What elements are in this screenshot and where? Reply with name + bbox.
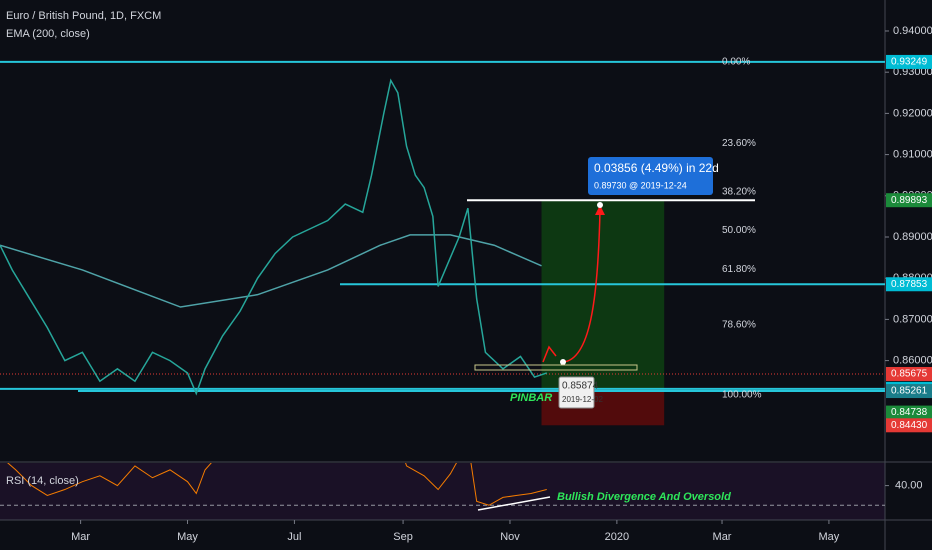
price-badge-label: 0.85261 [891, 386, 928, 397]
anchor [560, 359, 566, 365]
x-tick-label: Sep [393, 531, 413, 543]
x-tick-label: May [177, 531, 198, 543]
rsi-title: RSI (14, close) [6, 475, 79, 487]
projection-arrow [562, 209, 601, 363]
series-line [7, 463, 547, 506]
anchor [597, 202, 603, 208]
indicator-label: EMA (200, close) [6, 28, 90, 40]
y-tick-label: 0.91000 [893, 148, 932, 160]
target-callout-box [588, 157, 713, 195]
x-tick-label: 2020 [605, 531, 629, 543]
entry-callout-box [558, 376, 595, 409]
main-pane: 0.00% 23.60% 38.20% 50.00% 61.80% 78.60% 100.0… [0, 57, 885, 426]
y-tick-label: 0.89000 [893, 231, 932, 243]
target-callout: 0.03856 (4.49%) in 22d [594, 161, 719, 175]
price-badge [886, 54, 932, 69]
profit-zone [541, 200, 665, 389]
rsi-pane [0, 463, 885, 520]
target-callout-date: 0.89730 @ 2019-12-24 [594, 180, 687, 190]
arrow-head [595, 205, 605, 215]
x-tick-label: Mar [713, 531, 732, 543]
price-badge-label: 0.84738 [891, 407, 928, 418]
price-badge-label: 0.93249 [891, 57, 928, 68]
x-tick-label: Mar [71, 531, 90, 543]
price-badge-label: 0.85675 [891, 369, 928, 380]
entry-callout-date: 2019-12-02 [562, 395, 603, 404]
fib-label: 50.00% [722, 225, 756, 236]
divergence-label: Bullish Divergence And Oversold [557, 491, 731, 503]
fib-label: 38.20% [722, 186, 756, 197]
price-badge [886, 418, 932, 433]
x-tick-label: May [819, 531, 840, 543]
price-badge-label: 0.84430 [891, 420, 928, 431]
fib-label: 78.60% [722, 319, 756, 330]
y-tick-label: 0.87000 [893, 313, 932, 325]
y-tick-label: 0.86000 [893, 355, 932, 367]
x-tick-label: Nov [500, 531, 520, 543]
y-tick-label: 0.94000 [893, 25, 932, 37]
zone-box [474, 364, 638, 371]
price-badge-label: 0.89893 [891, 195, 928, 206]
y-tick-label: 0.93000 [893, 66, 932, 78]
zigzag [542, 345, 557, 363]
price-badge [886, 405, 932, 420]
chart-title: Euro / British Pound, 1D, FXCM [6, 10, 161, 22]
price-badge [886, 277, 932, 292]
entry-callout: 0.85874 [562, 381, 599, 392]
series-line [0, 78, 548, 396]
divergence-line [477, 496, 551, 511]
y-tick-label: 0.92000 [893, 107, 932, 119]
price-badge [886, 193, 932, 208]
rsi-tick-label: 40.00 [895, 480, 923, 492]
x-tick-label: Jul [287, 531, 301, 543]
price-badge [886, 384, 932, 399]
series-line [0, 234, 542, 308]
fib-label: 23.60% [722, 138, 756, 149]
pinbar-label: PINBAR [510, 392, 552, 404]
fib-label: 61.80% [722, 264, 756, 275]
price-badge-label: 0.87853 [891, 279, 928, 290]
fib-label: 100.00% [722, 390, 762, 401]
fib-label: 0.00% [722, 57, 750, 68]
price-badge [886, 366, 932, 381]
rsi-plot: Bullish Divergence And Oversold [0, 463, 885, 511]
